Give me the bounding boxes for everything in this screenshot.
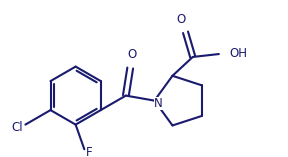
Text: O: O [177, 13, 186, 26]
Text: Cl: Cl [11, 121, 23, 134]
Text: O: O [128, 48, 137, 61]
Text: F: F [86, 146, 93, 157]
Text: N: N [154, 97, 163, 110]
Text: OH: OH [229, 46, 247, 60]
